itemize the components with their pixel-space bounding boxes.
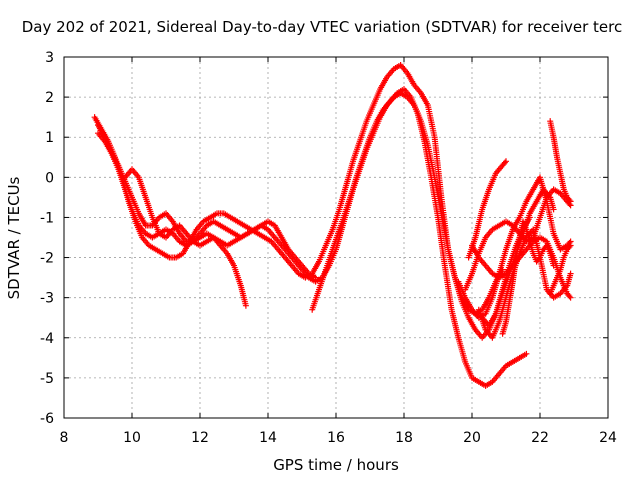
data-point — [550, 206, 557, 213]
data-point — [501, 159, 508, 166]
data-point — [567, 242, 574, 249]
series-track-n — [479, 186, 557, 329]
data-point — [566, 243, 573, 250]
data-point — [523, 350, 530, 357]
y-tick-label: -1 — [40, 210, 54, 226]
series-track-d — [122, 166, 249, 309]
data-point — [567, 294, 574, 301]
y-tick-label: -2 — [40, 251, 54, 267]
x-tick-label: 16 — [327, 430, 345, 446]
series-track-g — [455, 174, 574, 321]
x-tick-label: 22 — [531, 430, 549, 446]
x-tick-labels: 8 10 12 14 16 18 20 22 24 — [60, 430, 617, 446]
data-point — [567, 198, 574, 205]
series-track-c — [95, 130, 319, 281]
y-axis-label: SDTVAR / TECUs — [5, 176, 23, 299]
y-tick-label: -4 — [40, 331, 54, 347]
y-tick-label: 1 — [45, 130, 54, 146]
y-tick-labels: 3 2 1 0 -1 -2 -3 -4 -5 -6 — [40, 50, 54, 427]
y-tick-label: -3 — [40, 291, 54, 307]
data-point — [566, 293, 573, 300]
x-tick-label: 20 — [463, 430, 481, 446]
series-track-k — [547, 242, 574, 297]
x-tick-label: 14 — [259, 430, 277, 446]
data-point — [242, 302, 249, 309]
x-tick-label: 24 — [599, 430, 617, 446]
data-point — [535, 255, 542, 262]
axis-ticks — [63, 56, 609, 419]
y-tick-label: 2 — [45, 90, 54, 106]
y-tick-label: 0 — [45, 170, 54, 186]
series-track-b — [95, 86, 530, 389]
x-tick-label: 12 — [191, 430, 209, 446]
y-tick-label: 3 — [45, 50, 54, 66]
chart-title: Day 202 of 2021, Sidereal Day-to-day VTE… — [22, 18, 623, 36]
y-tick-label: -6 — [40, 411, 54, 427]
x-tick-label: 10 — [123, 430, 141, 446]
series-track-a — [91, 62, 506, 317]
data-point — [503, 158, 509, 165]
data-point — [312, 274, 319, 281]
x-tick-label: 8 — [60, 430, 69, 446]
x-tick-label: 18 — [395, 430, 413, 446]
x-axis-label: GPS time / hours — [273, 456, 399, 474]
data-point — [566, 197, 573, 204]
data-series — [91, 62, 574, 389]
series-track-j — [547, 118, 574, 205]
data-point — [567, 270, 574, 277]
series-track-m — [465, 158, 509, 261]
grid — [64, 57, 608, 418]
y-tick-label: -5 — [40, 371, 54, 387]
